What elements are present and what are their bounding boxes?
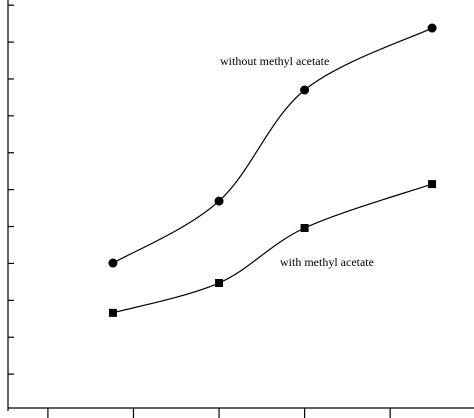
series-line: [112, 27, 433, 264]
marker: [427, 23, 437, 33]
marker: [300, 85, 310, 95]
marker: [214, 196, 224, 206]
marker: [108, 258, 118, 268]
marker: [108, 308, 117, 317]
series-line: [112, 183, 433, 314]
marker: [300, 224, 309, 233]
series-label: without methyl acetate: [220, 54, 329, 68]
series-label: with methyl acetate: [280, 255, 374, 269]
marker: [215, 278, 224, 287]
marker: [428, 180, 437, 189]
